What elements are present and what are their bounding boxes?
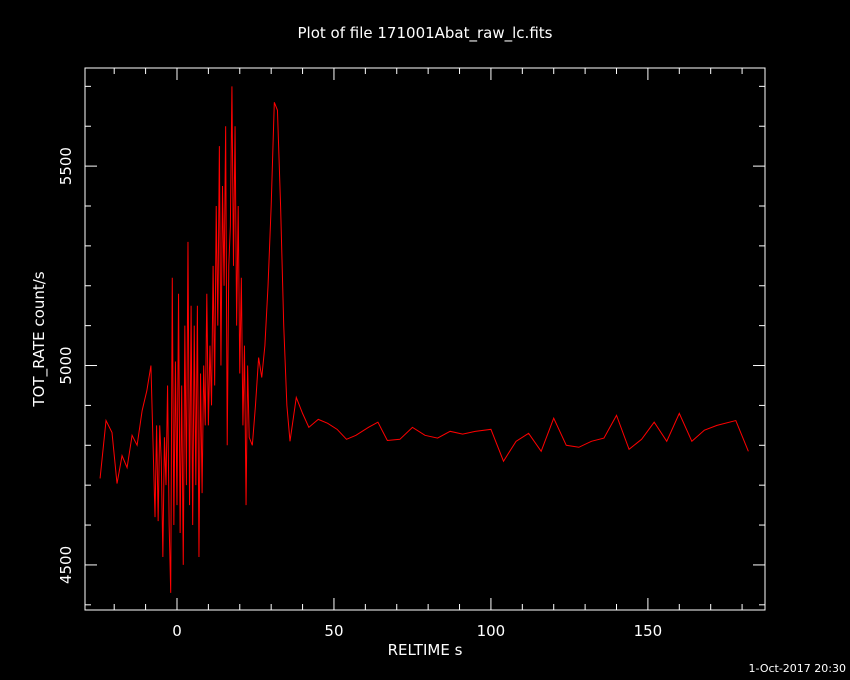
y-axis-label: TOT_RATE count/s (30, 271, 49, 407)
x-axis-label: RELTIME s (388, 641, 463, 659)
data-line (99, 86, 749, 593)
plot-frame (84, 67, 766, 611)
y-tick-label: 5500 (57, 147, 75, 185)
chart-title: Plot of file 171001Abat_raw_lc.fits (298, 24, 553, 43)
y-tick-label: 5000 (57, 346, 75, 384)
x-tick-label: 100 (477, 622, 506, 640)
x-tick-label: 150 (634, 622, 663, 640)
x-tick-label: 0 (172, 622, 182, 640)
x-tick-label: 50 (324, 622, 343, 640)
timestamp: 1-Oct-2017 20:30 (749, 662, 846, 675)
y-tick-label: 4500 (57, 546, 75, 584)
